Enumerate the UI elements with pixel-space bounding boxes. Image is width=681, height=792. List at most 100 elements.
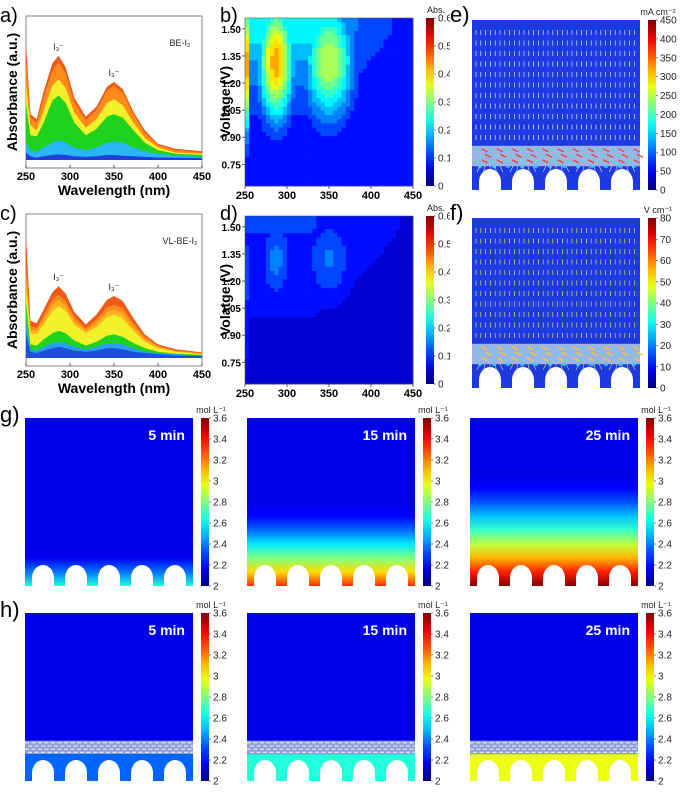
heatmap-cell bbox=[312, 350, 317, 355]
heatmap-cell bbox=[295, 249, 300, 255]
heatmap-cell bbox=[278, 350, 284, 355]
heatmap-cell bbox=[358, 43, 363, 48]
heatmap-cell bbox=[392, 232, 397, 238]
interlayer-dash bbox=[483, 742, 487, 744]
heatmap-cell bbox=[366, 312, 372, 318]
heatmap-cell bbox=[299, 295, 305, 301]
interlayer-dash bbox=[279, 748, 284, 750]
heatmap-cell bbox=[345, 342, 351, 347]
heatmap-cell bbox=[303, 169, 309, 174]
heatmap-cell bbox=[375, 346, 380, 351]
heatmap-cell bbox=[400, 114, 405, 120]
heatmap-cell bbox=[299, 262, 305, 267]
heatmap-cell bbox=[270, 148, 275, 153]
heatmap-cell bbox=[371, 106, 376, 111]
heatmap-cell bbox=[320, 110, 326, 115]
heatmap-cell bbox=[261, 342, 267, 347]
heatmap-cell bbox=[345, 249, 351, 255]
heatmap-cell bbox=[257, 93, 263, 99]
heatmap-cell bbox=[337, 118, 342, 124]
conc-colorbar-label: 2.2 bbox=[435, 756, 449, 767]
heatmap-cell bbox=[261, 283, 267, 288]
heatmap-cell bbox=[408, 308, 414, 313]
heatmap-cell bbox=[396, 333, 401, 339]
heatmap-cell bbox=[308, 253, 313, 259]
heatmap-cell bbox=[345, 216, 351, 221]
heatmap-cell bbox=[366, 262, 372, 267]
heatmap-cell bbox=[375, 26, 380, 31]
field-arrow bbox=[476, 363, 481, 371]
heatmap-cell bbox=[329, 308, 334, 313]
heatmap-cell bbox=[324, 371, 330, 376]
heatmap-cell bbox=[316, 291, 321, 297]
heatmap-cell bbox=[358, 354, 363, 360]
heatmap-cell bbox=[358, 291, 363, 297]
interlayer-dash bbox=[31, 742, 36, 744]
heatmap-cell bbox=[282, 358, 288, 364]
heatmap-cell bbox=[408, 152, 414, 157]
field-arrow bbox=[575, 363, 580, 371]
heatmap-cell bbox=[261, 152, 267, 157]
heatmap-cell bbox=[266, 156, 271, 162]
electrode-bump bbox=[479, 169, 501, 190]
heatmap-cell bbox=[387, 224, 393, 229]
heatmap-cell bbox=[404, 245, 410, 250]
field-colorbar-label: 150 bbox=[660, 129, 677, 140]
heatmap-cell bbox=[261, 274, 267, 280]
heatmap-cell bbox=[354, 139, 359, 145]
conc-colorbar-label: 2.8 bbox=[435, 693, 449, 704]
heatmap-cell bbox=[291, 169, 296, 174]
heatmap-cell bbox=[341, 291, 347, 297]
heatmap-cell bbox=[366, 291, 372, 297]
heatmap-cell bbox=[379, 316, 384, 322]
heatmap-cell bbox=[358, 216, 363, 221]
heatmap-cell bbox=[341, 43, 347, 48]
heatmap-cell bbox=[383, 127, 389, 132]
conc-colorbar-label: 3.2 bbox=[658, 456, 672, 467]
interlayer-dash bbox=[347, 751, 352, 753]
heatmap-cell bbox=[295, 253, 300, 259]
heatmap-cell bbox=[408, 68, 414, 73]
conc-colorbar-title: mol L⁻¹ bbox=[641, 600, 671, 610]
heatmap-cell bbox=[295, 262, 300, 267]
heatmap-cell bbox=[274, 97, 279, 103]
heatmap-cell bbox=[408, 43, 414, 48]
heatmap-cell bbox=[396, 30, 401, 36]
heatmap-cell bbox=[303, 181, 309, 187]
heatmap-cell bbox=[274, 64, 279, 69]
heatmap-cell bbox=[253, 295, 258, 301]
heatmap-cell bbox=[282, 51, 288, 57]
heatmap-cell bbox=[333, 152, 338, 157]
heatmap-cell bbox=[333, 51, 338, 57]
heatmap-cell bbox=[392, 106, 397, 111]
heatmap-cell bbox=[337, 220, 342, 225]
heatmap-cell bbox=[383, 316, 389, 322]
field-arrow bbox=[549, 363, 552, 371]
field-colorbar-label: 0 bbox=[660, 384, 666, 395]
heatmap-cell bbox=[350, 60, 355, 65]
heatmap-cell bbox=[316, 106, 321, 111]
heatmap-cell bbox=[253, 148, 258, 153]
heatmap-cell bbox=[329, 274, 334, 280]
interlayer-dash bbox=[106, 751, 110, 753]
heatmap-cell bbox=[266, 127, 271, 132]
interlayer-dash bbox=[622, 745, 627, 747]
heatmap-cell bbox=[408, 325, 414, 330]
heatmap-cell bbox=[245, 47, 250, 52]
heatmap-cell bbox=[291, 165, 296, 170]
field-arrow bbox=[476, 165, 481, 173]
heatmap-cell bbox=[408, 266, 414, 271]
interlayer-segment bbox=[538, 153, 545, 158]
heatmap-cell bbox=[308, 76, 313, 82]
heatmap-cell bbox=[392, 274, 397, 280]
heatmap-cell bbox=[396, 241, 401, 246]
heatmap-cell bbox=[371, 139, 376, 145]
heatmap-cell bbox=[387, 358, 393, 364]
interlayer-dash bbox=[93, 751, 97, 753]
heatmap-cell bbox=[341, 270, 347, 276]
heatmap-cell bbox=[308, 279, 313, 284]
heatmap-cell bbox=[408, 30, 414, 36]
heatmap-cell bbox=[324, 224, 330, 229]
heatmap-cell bbox=[404, 350, 410, 355]
